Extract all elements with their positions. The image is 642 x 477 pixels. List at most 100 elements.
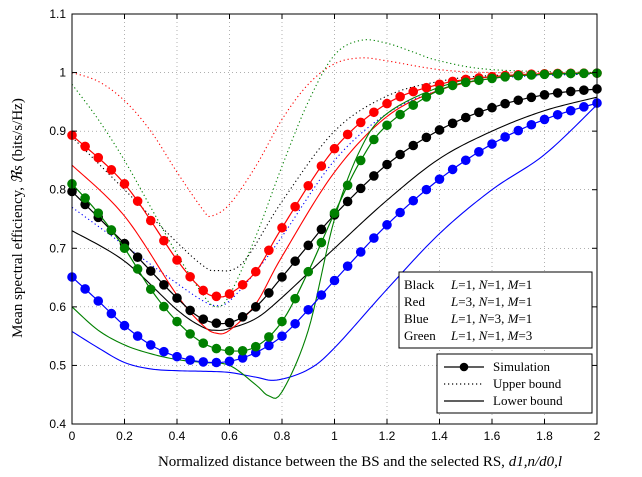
- data-point-blue-simulation: [369, 233, 379, 243]
- y-tick-label: 0.9: [49, 124, 66, 138]
- data-point-red-simulation: [250, 266, 261, 277]
- data-point-green-simulation: [277, 316, 287, 327]
- data-point-black-simulation: [198, 314, 209, 324]
- series-line-black-lower-bound: [71, 96, 598, 331]
- y-tick-label: 0.5: [49, 358, 66, 372]
- data-point-blue-simulation: [290, 318, 300, 329]
- data-point-green-simulation: [211, 343, 222, 354]
- y-axis-label: Mean spectral efficiency, ℜs (bits/s/Hz): [10, 98, 26, 338]
- x-tick-label: 0.4: [169, 429, 186, 443]
- data-point-blue-simulation: [303, 304, 314, 315]
- data-point-blue-simulation: [145, 340, 156, 350]
- data-point-black-simulation: [579, 85, 589, 95]
- legend-marker-simulation: [459, 362, 469, 372]
- data-point-blue-simulation: [487, 139, 497, 149]
- data-point-green-simulation: [513, 70, 524, 81]
- data-point-green-simulation: [369, 134, 379, 145]
- data-point-blue-simulation: [329, 275, 340, 286]
- data-point-blue-simulation: [224, 356, 235, 367]
- data-point-red-simulation: [382, 98, 392, 109]
- data-point-black-simulation: [539, 90, 550, 100]
- data-point-green-simulation: [132, 264, 143, 274]
- data-point-red-simulation: [224, 289, 235, 299]
- x-tick-label: 0: [69, 429, 76, 443]
- data-point-blue-simulation: [474, 147, 484, 157]
- data-point-green-simulation: [539, 69, 550, 80]
- data-point-black-simulation: [342, 196, 353, 207]
- data-point-black-simulation: [408, 140, 419, 151]
- data-point-blue-simulation: [408, 195, 419, 206]
- data-point-green-simulation: [395, 109, 405, 120]
- data-point-green-simulation: [119, 243, 130, 254]
- data-point-green-simulation: [316, 237, 327, 248]
- data-point-red-simulation: [369, 107, 379, 118]
- data-point-red-simulation: [211, 291, 222, 302]
- data-point-black-simulation: [395, 149, 405, 160]
- x-axis-label: Normalized distance between the BS and t…: [158, 454, 562, 470]
- data-point-green-simulation: [565, 68, 576, 79]
- data-point-green-simulation: [264, 332, 274, 342]
- data-point-blue-simulation: [264, 340, 274, 351]
- data-point-black-simulation: [277, 272, 287, 282]
- data-point-black-simulation: [421, 132, 432, 143]
- data-point-black-simulation: [565, 86, 576, 97]
- data-point-blue-simulation: [80, 284, 90, 294]
- legend-style-label: Simulation: [493, 359, 551, 374]
- data-point-green-simulation: [579, 68, 589, 79]
- data-point-green-simulation: [172, 316, 182, 327]
- data-point-black-simulation: [513, 95, 524, 106]
- data-point-black-simulation: [290, 256, 300, 267]
- data-point-black-simulation: [500, 98, 510, 109]
- data-point-blue-simulation: [277, 331, 287, 341]
- data-point-black-simulation: [552, 88, 563, 98]
- y-tick-label: 0.4: [49, 417, 66, 431]
- data-point-red-simulation: [355, 117, 366, 128]
- x-tick-label: 1: [331, 429, 338, 443]
- data-point-red-simulation: [264, 245, 274, 256]
- data-point-red-simulation: [159, 235, 169, 246]
- data-point-green-simulation: [145, 284, 156, 295]
- data-point-green-simulation: [355, 155, 366, 166]
- data-point-green-simulation: [250, 341, 261, 352]
- data-point-red-simulation: [198, 285, 209, 296]
- data-point-red-simulation: [237, 279, 248, 290]
- data-point-red-simulation: [93, 152, 104, 163]
- data-point-black-simulation: [382, 159, 392, 170]
- y-tick-label: 0.8: [49, 183, 66, 197]
- data-point-green-simulation: [421, 92, 432, 102]
- series-line-black-upper-bound: [71, 73, 598, 272]
- x-tick-label: 1.6: [484, 429, 501, 443]
- x-tick-label: 2: [594, 429, 601, 443]
- data-point-blue-simulation: [565, 105, 576, 116]
- data-point-green-simulation: [526, 70, 537, 80]
- data-point-red-simulation: [395, 91, 405, 102]
- data-point-green-simulation: [342, 180, 353, 191]
- y-tick-label: 0.6: [49, 300, 66, 314]
- data-point-red-simulation: [303, 180, 314, 191]
- data-point-black-simulation: [447, 118, 458, 129]
- data-point-green-simulation: [237, 345, 248, 356]
- data-point-green-simulation: [500, 72, 510, 82]
- data-point-blue-simulation: [526, 119, 537, 130]
- data-point-black-simulation: [250, 302, 261, 312]
- data-point-red-simulation: [408, 86, 419, 97]
- x-tick-label: 1.8: [536, 429, 553, 443]
- legend-config-entry: Green L=1, N=1, M=3: [404, 328, 532, 343]
- data-point-red-simulation: [421, 82, 432, 93]
- data-point-blue-simulation: [539, 114, 550, 125]
- x-tick-label: 1.2: [379, 429, 396, 443]
- data-point-green-simulation: [198, 338, 209, 348]
- data-point-black-simulation: [132, 252, 143, 262]
- data-point-red-simulation: [132, 196, 143, 206]
- legend-config: Black L=1, N=1, M=1 Red L=3, N=1, M=1 Blue…: [398, 271, 593, 349]
- data-point-black-simulation: [355, 183, 366, 194]
- axis-ticks: 0 0.2 0.4 0.6 0.8 1 1.2 1.4 1.6 1.8 2 0.4 0.5 0.6 0.7 0…: [49, 7, 600, 443]
- data-point-black-simulation: [172, 293, 182, 303]
- data-point-green-simulation: [474, 75, 484, 86]
- data-point-green-simulation: [487, 73, 497, 84]
- data-point-green-simulation: [434, 85, 445, 95]
- data-point-black-simulation: [159, 280, 169, 290]
- data-point-black-simulation: [526, 92, 537, 103]
- data-point-green-simulation: [224, 345, 235, 356]
- data-point-black-simulation: [237, 312, 248, 322]
